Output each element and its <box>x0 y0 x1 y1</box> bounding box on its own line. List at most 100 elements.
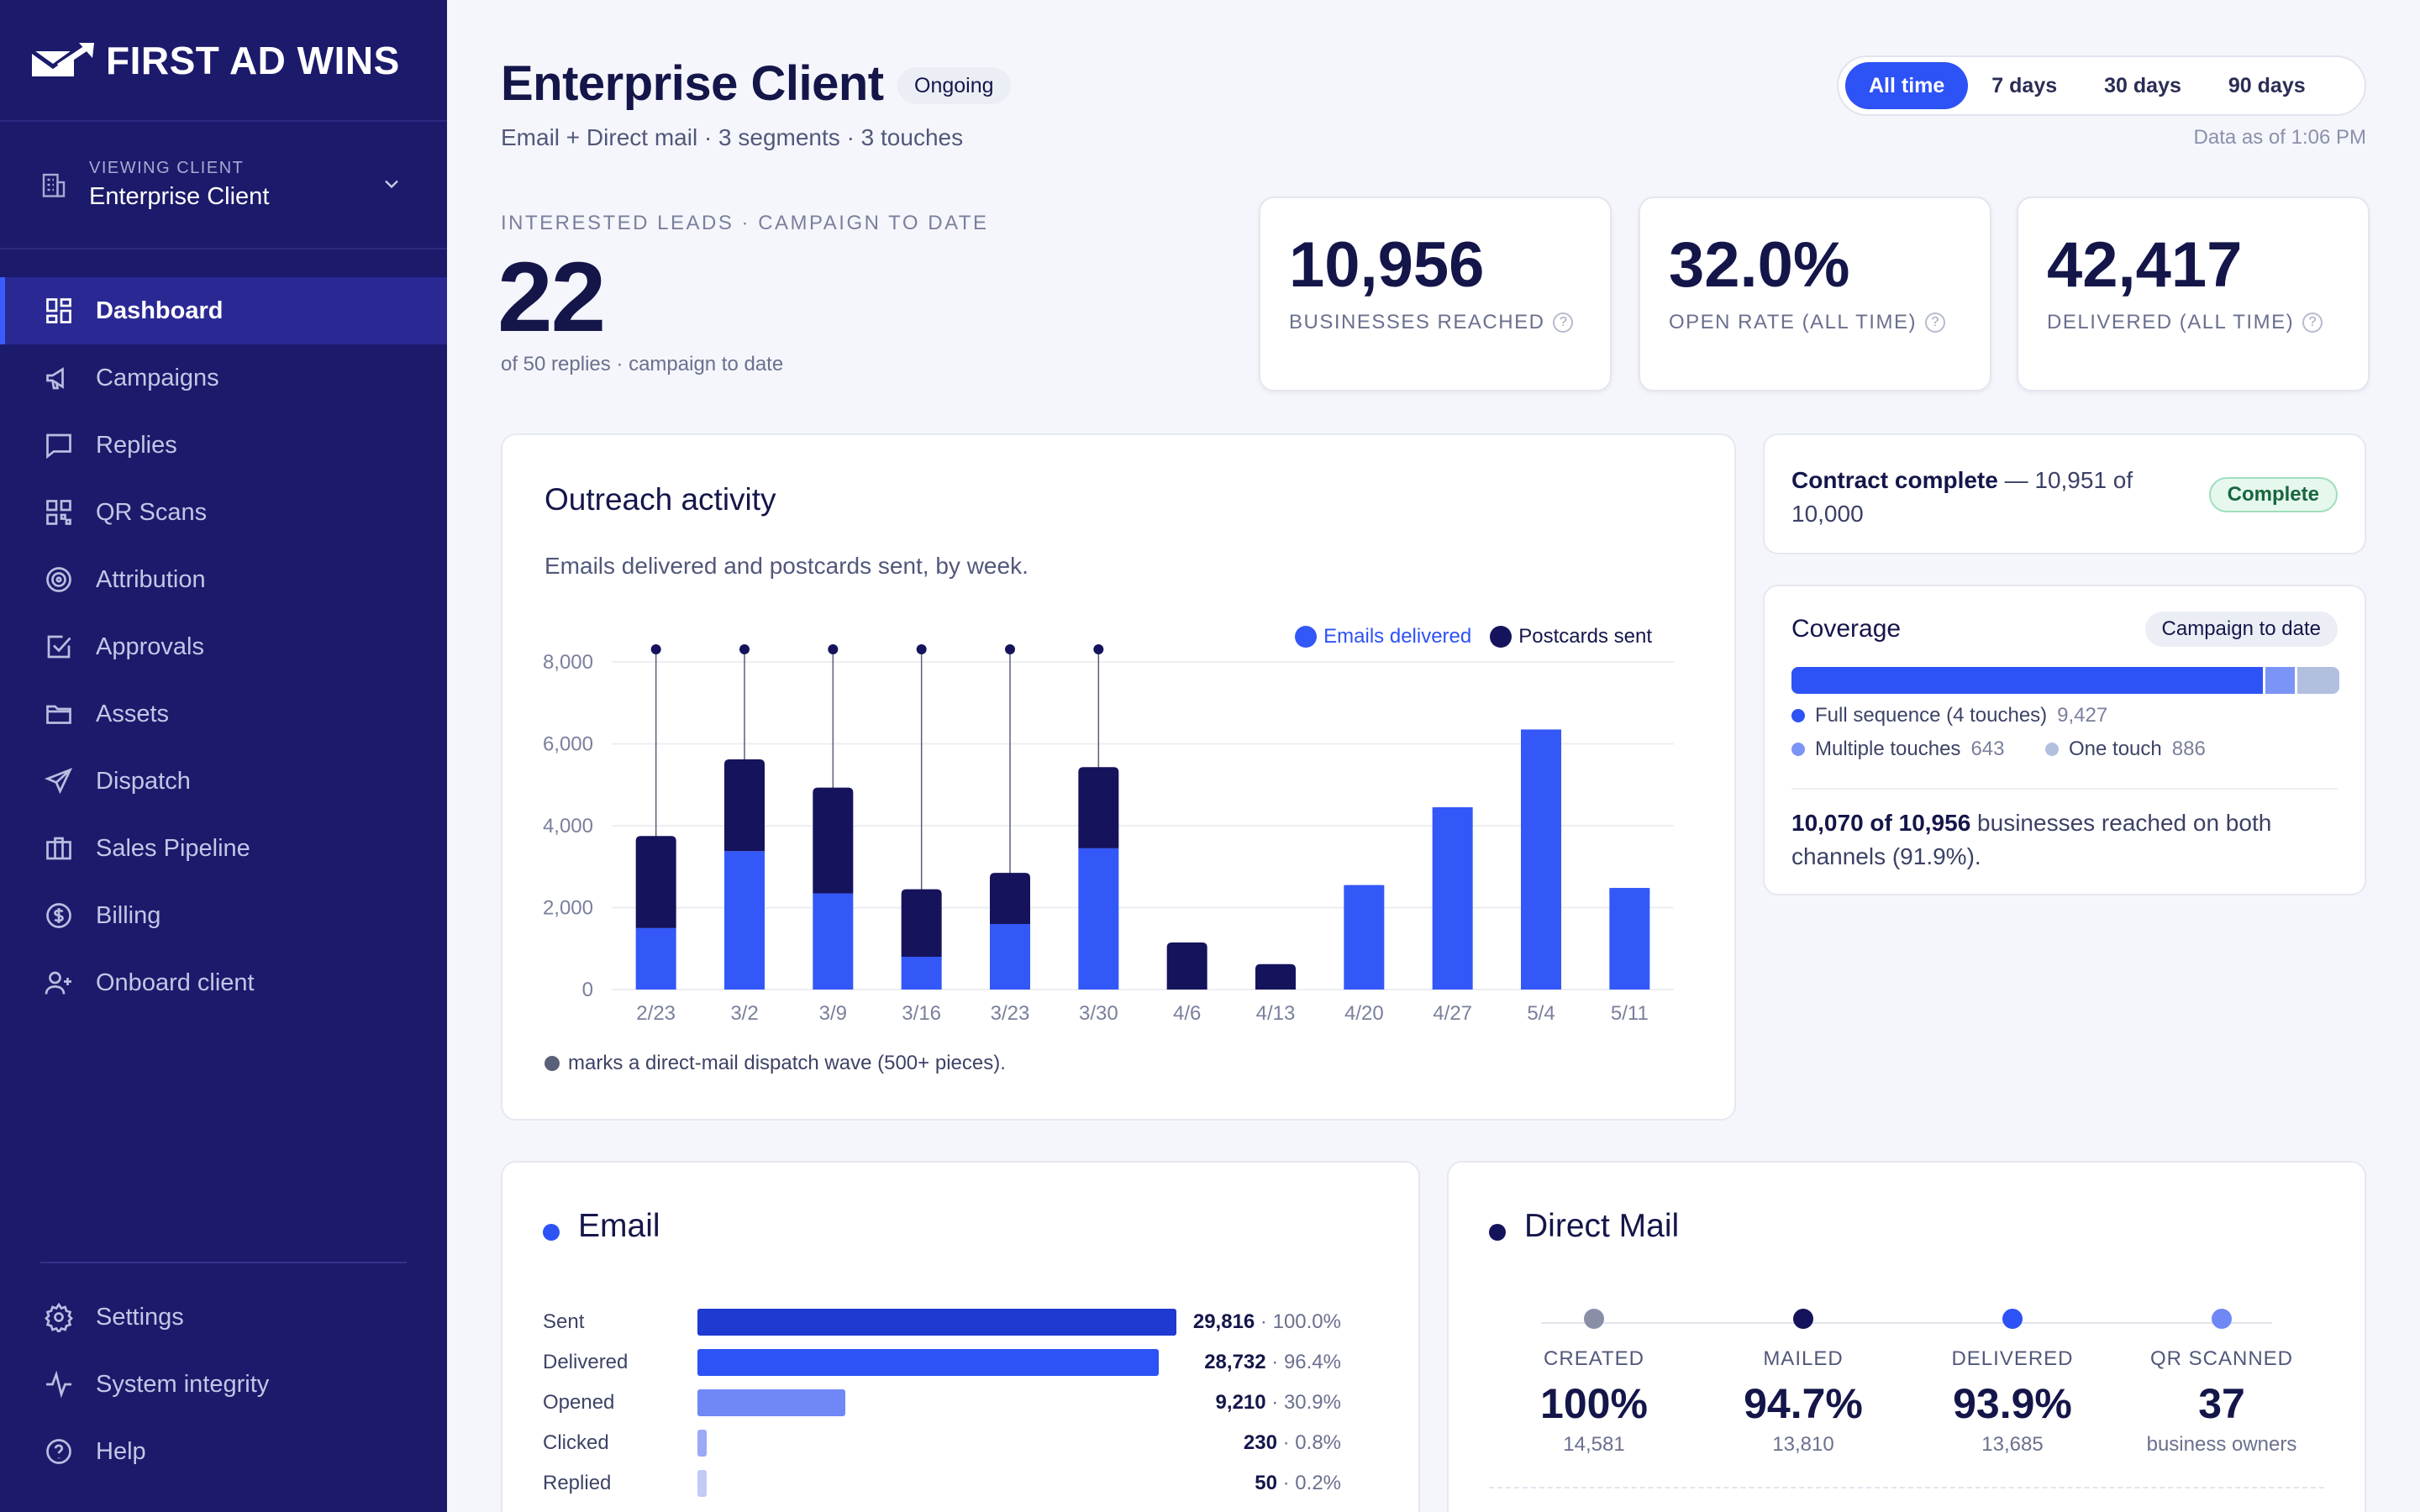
range-7-days[interactable]: 7 days <box>1991 74 2058 97</box>
kpi-card-delivered: 42,417 DELIVERED (ALL TIME)? <box>2017 197 2370 391</box>
nav-label: Help <box>96 1437 146 1465</box>
dispatch-marker-dot <box>916 644 927 654</box>
range-30-days[interactable]: 30 days <box>2104 74 2181 97</box>
stage-count: 14,581 <box>1563 1433 1625 1456</box>
checkbox-icon <box>47 635 71 659</box>
stage-label: MAILED <box>1763 1347 1844 1370</box>
nav-item-onboard-client[interactable]: Onboard client <box>0 949 447 1016</box>
funnel-value: 29,816 · 100.0% <box>1192 1310 1341 1333</box>
chart-footnote: marks a direct-mail dispatch wave (500+ … <box>544 1052 1006 1075</box>
stage-value: 100% <box>1540 1380 1648 1427</box>
footnote-text: marks a direct-mail dispatch wave (500+ … <box>568 1052 1006 1074</box>
coverage-scope-pill: Campaign to date <box>2144 612 2338 647</box>
coverage-card: Coverage Campaign to date Full sequence … <box>1763 585 2366 895</box>
funnel-value: 230 · 0.8% <box>1243 1431 1341 1454</box>
nav-item-system-integrity[interactable]: System integrity <box>0 1351 447 1418</box>
nav-item-dashboard[interactable]: Dashboard <box>0 277 447 344</box>
send-icon <box>44 768 73 795</box>
kpi-card-businesses-reached: 10,956 BUSINESSES REACHED? <box>1259 197 1612 391</box>
nav-item-sales-pipeline[interactable]: Sales Pipeline <box>0 815 447 882</box>
coverage-count: 9,427 <box>2057 704 2108 727</box>
legend-item-emails[interactable]: Emails delivered <box>1295 625 1471 648</box>
main-content: Enterprise Client Ongoing Email + Direct… <box>447 0 2420 1512</box>
help-icon[interactable]: ? <box>1553 312 1574 333</box>
coverage-legend-full: Full sequence (4 touches) 9,427 <box>1791 704 2107 727</box>
chevron-down-icon[interactable] <box>380 172 403 196</box>
help-circle-icon <box>46 1439 71 1464</box>
card-title: Coverage <box>1791 615 1902 643</box>
legend-item-postcards[interactable]: Postcards sent <box>1490 625 1652 648</box>
nav-label: Campaigns <box>96 364 219 391</box>
funnel-row: Sent 29,816 · 100.0% <box>543 1305 1383 1339</box>
y-tick-label: 0 <box>582 979 593 1001</box>
funnel-count: 50 <box>1255 1472 1277 1494</box>
stage-count: 13,685 <box>1981 1433 2044 1456</box>
nav-item-help[interactable]: Help <box>0 1418 447 1485</box>
sidebar: FIRST AD WINS VIEWING CLIENT Enterprise … <box>0 0 447 1512</box>
bar-postcards <box>901 889 942 957</box>
range-all-time[interactable]: All time <box>1845 62 1969 109</box>
x-tick-label: 3/9 <box>819 1002 847 1025</box>
x-tick-label: 3/16 <box>902 1002 941 1025</box>
card-title: Outreach activity <box>544 482 776 517</box>
x-tick-label: 5/4 <box>1527 1002 1555 1025</box>
nav-label: Dashboard <box>96 297 224 324</box>
y-tick-label: 6,000 <box>543 733 593 756</box>
bar-emails <box>1609 888 1650 990</box>
nav-item-attribution[interactable]: Attribution <box>0 546 447 613</box>
nav-divider <box>40 1262 407 1263</box>
funnel-bar <box>697 1389 846 1416</box>
nav-item-dispatch[interactable]: Dispatch <box>0 748 447 815</box>
coverage-segment <box>2295 667 2339 694</box>
range-90-days[interactable]: 90 days <box>2228 74 2306 97</box>
client-switcher[interactable]: VIEWING CLIENT Enterprise Client <box>0 122 447 249</box>
dispatch-marker-dot <box>650 644 661 654</box>
nav-label: Settings <box>96 1303 184 1331</box>
dashboard-icon <box>46 298 71 323</box>
legend-label: Postcards sent <box>1518 625 1652 648</box>
funnel-track <box>697 1309 1176 1336</box>
nav-label: Assets <box>96 700 170 727</box>
help-icon[interactable]: ? <box>1924 312 1945 333</box>
brand[interactable]: FIRST AD WINS <box>0 0 447 122</box>
stage-dot <box>2002 1309 2023 1329</box>
funnel-label: Sent <box>543 1310 585 1333</box>
funnel-percent: 100.0% <box>1272 1310 1341 1333</box>
funnel-label: Delivered <box>543 1351 629 1373</box>
nav-item-billing[interactable]: Billing <box>0 882 447 949</box>
nav-item-assets[interactable]: Assets <box>0 680 447 748</box>
status-badge: Ongoing <box>897 67 1011 104</box>
coverage-count: 643 <box>1970 738 2005 760</box>
funnel-value: 9,210 · 30.9% <box>1215 1391 1341 1414</box>
funnel-track <box>697 1470 1176 1497</box>
bar-postcards <box>724 759 765 852</box>
nav-label: Approvals <box>96 633 204 660</box>
nav-label: Onboard client <box>96 969 255 996</box>
nav-item-settings[interactable]: Settings <box>0 1284 447 1351</box>
nav-item-qr-scans[interactable]: QR Scans <box>0 479 447 546</box>
page-subtitle: Email + Direct mail · 3 segments · 3 tou… <box>501 124 964 150</box>
funnel-percent: 0.8% <box>1295 1431 1341 1454</box>
nav-label: Sales Pipeline <box>96 834 250 862</box>
nav-item-replies[interactable]: Replies <box>0 412 447 479</box>
x-tick-label: 4/27 <box>1433 1002 1472 1025</box>
help-icon[interactable]: ? <box>2302 312 2323 333</box>
stage-delivered: DELIVERED 93.9% 13,685 <box>1907 1309 2118 1457</box>
kpi-label-row: DELIVERED (ALL TIME)? <box>2047 311 2323 334</box>
nav-label: Replies <box>96 431 177 459</box>
coverage-summary-rest: businesses reached on both channels (91.… <box>1791 810 2272 869</box>
bar-emails <box>901 957 942 990</box>
coverage-segment <box>2263 667 2296 694</box>
page-title: Enterprise Client <box>501 56 884 111</box>
funnel-bar <box>697 1430 708 1457</box>
nav-item-campaigns[interactable]: Campaigns <box>0 344 447 412</box>
folder-icon <box>46 705 71 724</box>
card-subtitle: Emails delivered and postcards sent, by … <box>544 553 1028 579</box>
funnel-count: 28,732 <box>1204 1351 1266 1373</box>
x-tick-label: 4/13 <box>1256 1002 1296 1025</box>
nav-item-approvals[interactable]: Approvals <box>0 613 447 680</box>
legend-swatch <box>2045 743 2059 756</box>
user-plus-icon <box>45 971 71 995</box>
x-tick-label: 3/2 <box>730 1002 758 1025</box>
coverage-summary: 10,070 of 10,956 businesses reached on b… <box>1791 806 2346 874</box>
